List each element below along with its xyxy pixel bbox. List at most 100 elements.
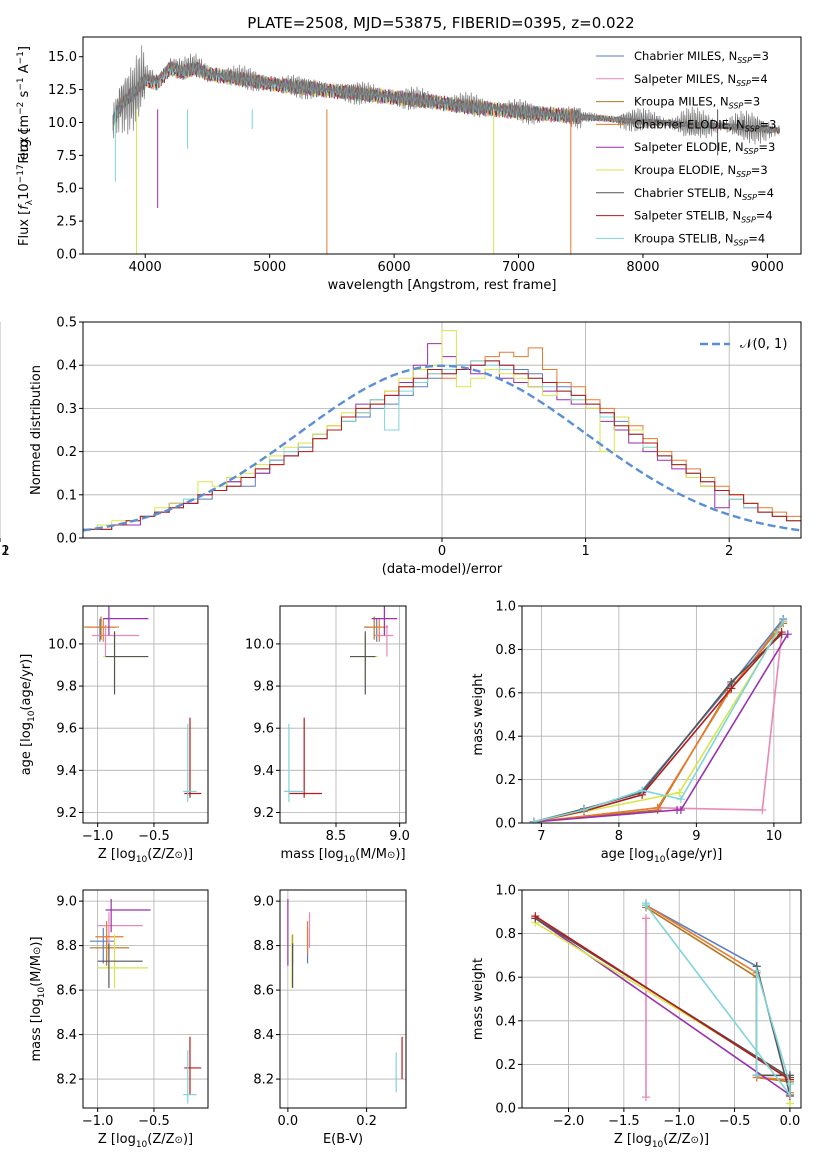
y-tick-label: 0.3 <box>56 402 77 417</box>
point-marker <box>785 1099 794 1108</box>
mass-weight-line <box>533 620 784 823</box>
point-marker <box>642 1093 650 1102</box>
panel-mass_vs_EBV: 0.0 0.2 8.2 8.4 8.6 8.8 9.0 E(B-V) <box>253 889 407 1147</box>
mass-weight-line <box>534 917 791 1096</box>
point-marker <box>531 912 540 921</box>
y-tick-label: 2.5 <box>56 215 77 230</box>
legend-label: Kroupa MILES, NSSP=3 <box>634 95 760 111</box>
plot-area <box>89 898 202 1104</box>
point-marker <box>779 617 788 626</box>
point-marker <box>785 1090 794 1099</box>
legend-label: Chabrier STELIB, NSSP=4 <box>634 186 774 202</box>
y-tick-label: 0.0 <box>495 817 516 832</box>
y-tick-label: 0.6 <box>495 971 516 986</box>
y-tick-label: 0.8 <box>495 643 516 658</box>
histogram-series <box>83 360 801 530</box>
panel-age_vs_mass: 8.5 9.0 9.2 9.4 9.6 9.8 10.0 mass [log10(M/M⊙)] <box>245 605 410 865</box>
point-marker <box>653 803 662 812</box>
y-tick-label: 10.0 <box>48 637 77 652</box>
point-marker <box>642 914 650 923</box>
x-axis-label: age [log10(age/yr)] <box>601 847 723 865</box>
x-tick-label: 8 <box>615 829 623 844</box>
x-tick-label: 2 <box>725 544 733 559</box>
x-tick-label: 0.2 <box>356 1114 377 1129</box>
y-tick-label: 8.4 <box>56 1028 77 1043</box>
y-tick-label: 8.8 <box>253 939 274 954</box>
plot-area <box>83 330 801 532</box>
point-marker <box>529 817 538 823</box>
axes-frame <box>521 889 802 1109</box>
x-tick-label: 9 <box>692 829 700 844</box>
panel-residual_hist: −2−1 0 1 2 0.0 0.1 0.2 0.3 0.4 0.5 (data-model)/er… <box>0 316 802 577</box>
panels: 4000 5000 6000 7000 8000 90000.02.55.07.510.0… <box>0 36 802 1150</box>
y-tick-label: 9.2 <box>56 806 77 821</box>
legend-label: Salpeter MILES, NSSP=4 <box>634 72 768 88</box>
y-axis-label: mass weight <box>471 673 486 755</box>
plot-area <box>84 606 202 802</box>
x-tick-label: 1 <box>581 544 589 559</box>
x-tick-label: −1.0 <box>82 1114 114 1129</box>
plot-area <box>531 899 794 1108</box>
y-tick-label: 15.0 <box>48 50 77 65</box>
x-tick-label: 8000 <box>626 260 659 275</box>
y-tick-label: 9.0 <box>253 895 274 910</box>
panel-spectrum: 4000 5000 6000 7000 8000 9000 0.0 2.5 5.0 7.5 10.0… <box>16 36 802 293</box>
y-tick-label: 9.6 <box>56 722 77 737</box>
x-axis-label: (data-model)/error <box>382 562 503 577</box>
axes-frame <box>279 605 407 824</box>
x-tick-label: 0.0 <box>780 1114 801 1129</box>
y-tick-label: 9.4 <box>253 764 274 779</box>
x-axis-label: mass [log10(M/M⊙)] <box>280 847 405 865</box>
legend-label: Chabrier MILES, NSSP=3 <box>634 49 769 65</box>
mass-weight-line <box>533 633 789 823</box>
axes-frame <box>521 605 802 824</box>
x-tick-label: −1.0 <box>82 829 114 844</box>
panel-mass_vs_Z: −1.0 −0.5 8.2 8.4 8.6 8.8 9.0 Z [log10(Z/Z⊙)] ma… <box>29 889 209 1150</box>
point-marker <box>727 684 736 693</box>
mass-weight-line <box>534 922 791 1104</box>
y-tick-label: 5.0 <box>56 182 77 197</box>
point-marker <box>777 628 786 637</box>
y-tick-label: 1.0 <box>495 600 516 615</box>
x-tick-label: 9.0 <box>389 829 410 844</box>
x-axis-label: Z [log10(Z/Z⊙)] <box>98 1132 193 1150</box>
y-tick-label: 0.4 <box>56 359 77 374</box>
y-tick-label: 0.0 <box>495 1102 516 1117</box>
x-tick-label: 4000 <box>129 260 162 275</box>
y-tick-label: 0.5 <box>56 316 77 331</box>
x-tick-label: −0.5 <box>138 1114 170 1129</box>
x-tick-label: 5000 <box>253 260 286 275</box>
y-tick-label: 0.2 <box>56 445 77 460</box>
y-axis-label: Flux [fλ10−17 erg cm−2 s−1 A−1] <box>16 46 35 246</box>
y-axis-label: Normed distribution <box>29 365 44 495</box>
plot-area <box>529 615 792 823</box>
panel-massweight_vs_Z: −2.0 −1.5 −1.0 −0.5 0.0 0.0 0.2 0.4 0.6 0.8 1.0 Z [… <box>471 884 802 1150</box>
y-tick-label: 9.8 <box>253 680 274 695</box>
axes-frame <box>82 889 209 1109</box>
legend: Chabrier MILES, NSSP=3 Salpeter MILES, NS… <box>596 49 776 247</box>
x-axis-label: E(B-V) <box>323 1132 363 1147</box>
x-tick-label: 7000 <box>502 260 535 275</box>
point-marker <box>758 805 767 814</box>
y-axis-label: mass [log10(M/M⊙)] <box>29 936 47 1061</box>
y-tick-label: 0.0 <box>56 532 77 547</box>
x-tick-label: −2 <box>0 544 10 559</box>
y-tick-label: 0.4 <box>495 730 516 745</box>
y-tick-label: 8.6 <box>253 984 274 999</box>
y-axis-label: Flux [ <box>17 127 32 163</box>
x-tick-label: −1.5 <box>608 1114 640 1129</box>
y-tick-label: 12.5 <box>48 83 77 98</box>
panel-massweight_vs_age: 7 8 9 10 0.0 0.2 0.4 0.6 0.8 1.0 age [log10(age/yr… <box>471 600 802 865</box>
panel-age_vs_Z: −1.0 −0.5 9.2 9.4 9.6 9.8 10.0 Z [log10(Z/Z⊙)] a… <box>19 605 209 865</box>
legend-label: Chabrier ELODIE, NSSP=3 <box>634 117 776 133</box>
y-tick-label: 9.4 <box>56 764 77 779</box>
y-axis-label: age [log10(age/yr)] <box>19 654 37 776</box>
point-marker <box>752 966 761 975</box>
gaussian-curve <box>83 364 801 532</box>
point-marker <box>580 805 588 814</box>
y-tick-label: 7.5 <box>56 149 77 164</box>
mass-weight-line <box>645 903 791 1098</box>
axes-frame <box>82 36 802 255</box>
x-axis-label: wavelength [Angstrom, rest frame] <box>328 278 557 293</box>
plot-area <box>283 606 398 802</box>
